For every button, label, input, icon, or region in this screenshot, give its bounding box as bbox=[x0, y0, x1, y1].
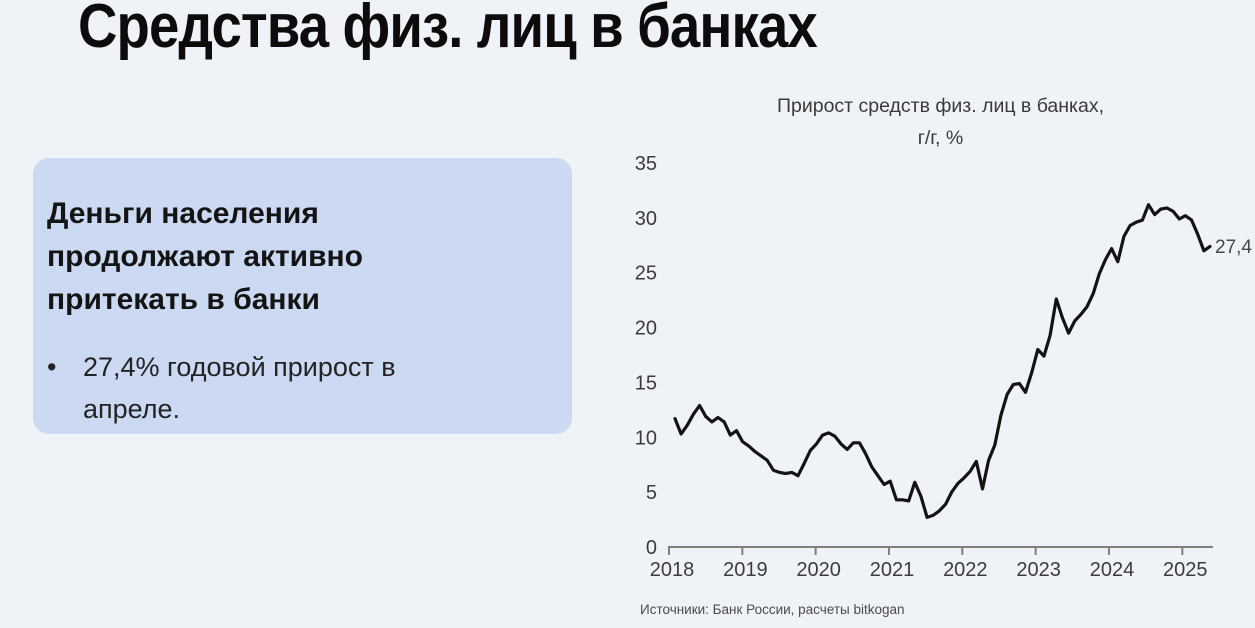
y-axis-tick-label: 5 bbox=[646, 482, 657, 504]
callout-heading: Деньги населения продолжают активно прит… bbox=[47, 192, 542, 321]
y-axis-tick-label: 25 bbox=[635, 263, 657, 285]
x-axis-tick-label: 2020 bbox=[796, 559, 841, 581]
y-axis-tick-label: 35 bbox=[635, 153, 657, 175]
callout-box: Деньги населения продолжают активно прит… bbox=[33, 158, 572, 434]
axis-layer: 2018 2019 2020 2021 2022 2023 2024 202505101520… bbox=[635, 153, 1213, 581]
y-axis-tick-label: 15 bbox=[635, 372, 657, 394]
x-axis-tick-label: 2024 bbox=[1090, 559, 1135, 581]
x-axis-tick-label: 2019 bbox=[723, 559, 768, 581]
page-title: Средства физ. лиц в банках bbox=[78, 0, 818, 61]
y-axis-tick-label: 30 bbox=[635, 208, 657, 230]
series-end-value-label: 27,4 bbox=[1215, 237, 1252, 258]
bullet-dot-icon: • bbox=[47, 352, 57, 382]
callout-bullet-line: апреле. bbox=[83, 394, 181, 424]
callout-heading-line: Деньги населения bbox=[47, 197, 319, 230]
callout-bullet-item: • 27,4% годовой прирост в апреле. bbox=[47, 346, 542, 430]
chart-title: Прирост средств физ. лиц в банках, г/г, … bbox=[668, 90, 1213, 154]
callout-heading-line: продолжают активно bbox=[47, 240, 363, 273]
x-axis-tick-label: 2025 bbox=[1163, 559, 1208, 581]
x-axis-tick-label: 2021 bbox=[870, 559, 915, 581]
chart-title-line1: Прирост средств физ. лиц в банках, bbox=[776, 95, 1105, 117]
y-axis-tick-label: 0 bbox=[646, 537, 657, 559]
callout-bullet-text: 27,4% годовой прирост в апреле. bbox=[83, 346, 396, 430]
callout-heading-line: притекать в банки bbox=[47, 283, 321, 316]
chart-title-line2: г/г, % bbox=[917, 127, 964, 149]
source-note: Источники: Банк России, расчеты bitkogan bbox=[640, 602, 905, 617]
x-axis-tick-label: 2023 bbox=[1016, 559, 1061, 581]
x-axis-tick-label: 2018 bbox=[650, 559, 695, 581]
x-axis-tick-label: 2022 bbox=[943, 559, 988, 581]
series-line bbox=[673, 203, 1212, 520]
y-axis-tick-label: 10 bbox=[635, 427, 657, 449]
callout-bullet-line: 27,4% годовой прирост в bbox=[83, 352, 396, 382]
y-axis-tick-label: 20 bbox=[635, 318, 657, 340]
